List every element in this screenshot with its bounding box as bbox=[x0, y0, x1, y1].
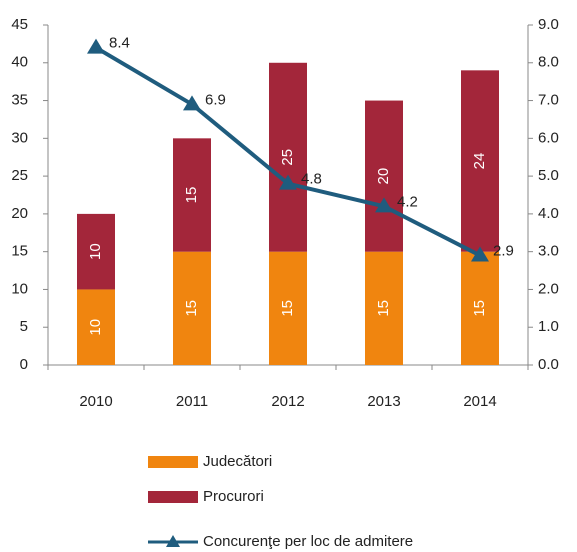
y2-tick-label: 7.0 bbox=[538, 92, 559, 109]
legend-label: Judecători bbox=[203, 453, 272, 470]
bar-segment bbox=[173, 138, 211, 252]
line-label: 2.9 bbox=[493, 242, 514, 259]
x-tick-label: 2014 bbox=[463, 393, 496, 410]
bar-segment bbox=[461, 70, 499, 252]
y-tick-label: 15 bbox=[11, 243, 28, 260]
line-label: 4.2 bbox=[397, 193, 418, 210]
x-tick-label: 2010 bbox=[79, 393, 112, 410]
bar-label: 15 bbox=[471, 300, 488, 317]
x-tick-label: 2013 bbox=[367, 393, 400, 410]
bar-segment bbox=[365, 251, 403, 365]
y-tick-label: 25 bbox=[11, 167, 28, 184]
bar-label: 10 bbox=[87, 319, 104, 336]
y2-tick-label: 8.0 bbox=[538, 54, 559, 71]
x-tick-label: 2011 bbox=[176, 393, 208, 410]
y2-tick-label: 5.0 bbox=[538, 167, 559, 184]
legend-label: Procurori bbox=[203, 488, 264, 505]
bar-label: 25 bbox=[279, 149, 296, 166]
marker bbox=[375, 197, 393, 213]
y2-tick-label: 6.0 bbox=[538, 129, 559, 146]
y-tick-label: 40 bbox=[11, 54, 28, 71]
bar-segment bbox=[269, 62, 307, 252]
bar-segment bbox=[365, 100, 403, 252]
bar-segment bbox=[173, 251, 211, 365]
bar-label: 15 bbox=[279, 300, 296, 317]
bar-label: 15 bbox=[183, 300, 200, 317]
line-label: 8.4 bbox=[109, 35, 130, 52]
legend-marker bbox=[166, 535, 180, 547]
bar-segment bbox=[269, 251, 307, 365]
y2-tick-label: 1.0 bbox=[538, 318, 559, 335]
y2-tick-label: 2.0 bbox=[538, 280, 559, 297]
y2-tick-label: 3.0 bbox=[538, 243, 559, 260]
line-label: 6.9 bbox=[205, 91, 226, 108]
marker bbox=[279, 174, 297, 190]
y-tick-label: 5 bbox=[20, 318, 28, 335]
y-tick-label: 20 bbox=[11, 205, 28, 222]
y-tick-label: 45 bbox=[11, 16, 28, 33]
bar-label: 15 bbox=[183, 187, 200, 204]
y2-tick-label: 4.0 bbox=[538, 205, 559, 222]
bar-label: 15 bbox=[375, 300, 392, 317]
y2-tick-label: 9.0 bbox=[538, 16, 559, 33]
marker bbox=[183, 95, 201, 111]
marker bbox=[471, 246, 489, 262]
y-tick-label: 35 bbox=[11, 92, 28, 109]
x-tick-label: 2012 bbox=[271, 393, 304, 410]
bar-segment bbox=[77, 289, 115, 365]
line-label: 4.8 bbox=[301, 171, 322, 188]
y-tick-label: 10 bbox=[11, 280, 28, 297]
legend-swatch bbox=[148, 456, 198, 468]
bar-segment bbox=[461, 251, 499, 365]
bar-segment bbox=[77, 213, 115, 290]
y2-tick-label: 0.0 bbox=[538, 356, 559, 373]
legend-swatch bbox=[148, 491, 198, 503]
bar-label: 24 bbox=[471, 153, 488, 170]
y-tick-label: 0 bbox=[20, 356, 28, 373]
marker bbox=[87, 38, 105, 54]
bar-label: 10 bbox=[87, 243, 104, 260]
bar-label: 20 bbox=[375, 168, 392, 185]
legend-label: Concurenţe per loc de admitere bbox=[203, 533, 413, 550]
y-tick-label: 30 bbox=[11, 129, 28, 146]
